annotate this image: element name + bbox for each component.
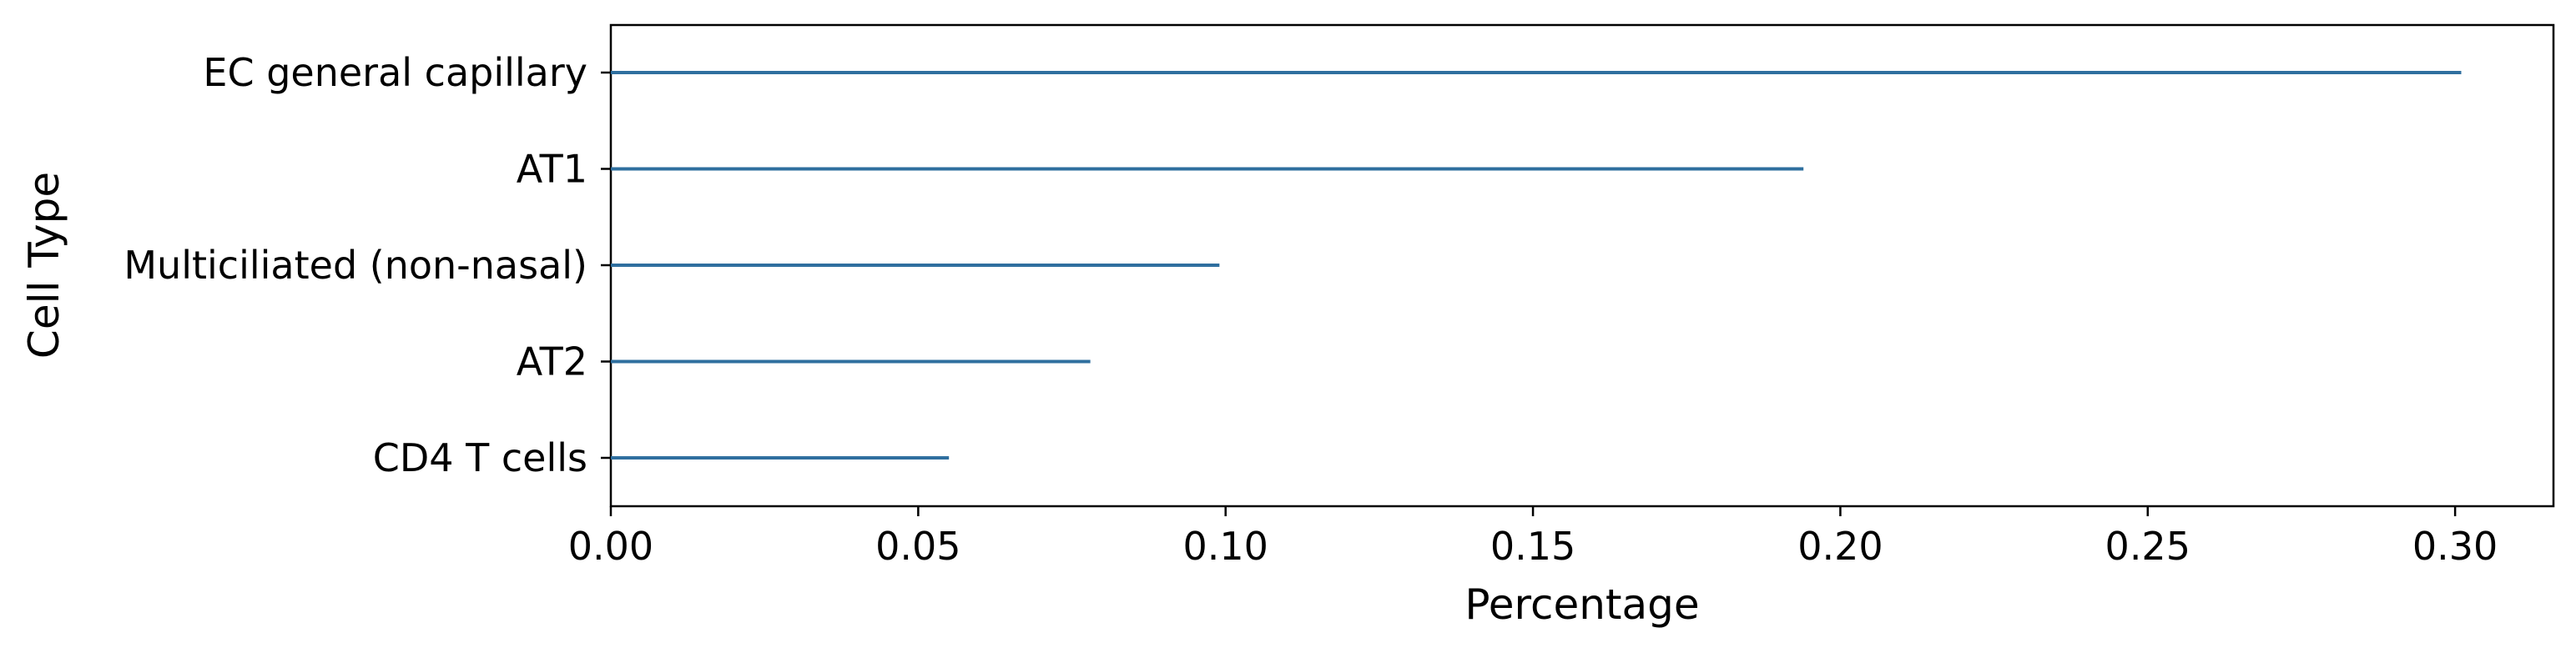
x-tick-label: 0.15: [1490, 524, 1575, 569]
y-tick-label: AT1: [517, 147, 587, 192]
x-tick-label: 0.05: [875, 524, 960, 569]
x-tick-label: 0.30: [2412, 524, 2498, 569]
bars-group: [611, 71, 2462, 460]
x-axis-ticks: 0.00 0.05 0.10 0.15 0.20 0.25 0.30: [568, 506, 2498, 569]
y-axis-title: Cell Type: [20, 172, 68, 359]
y-tick-label: CD4 T cells: [373, 435, 587, 480]
x-tick-label: 0.10: [1182, 524, 1268, 569]
y-tick-label: EC general capillary: [203, 50, 587, 95]
y-tick-label: AT2: [517, 339, 587, 384]
x-tick-label: 0.00: [568, 524, 653, 569]
x-tick-label: 0.25: [2105, 524, 2190, 569]
x-tick-label: 0.20: [1797, 524, 1883, 569]
y-tick-label: Multiciliated (non-nasal): [124, 243, 587, 288]
x-axis-title: Percentage: [1464, 580, 1699, 629]
y-axis-ticks: EC general capillary AT1 Multiciliated (no…: [124, 50, 611, 480]
